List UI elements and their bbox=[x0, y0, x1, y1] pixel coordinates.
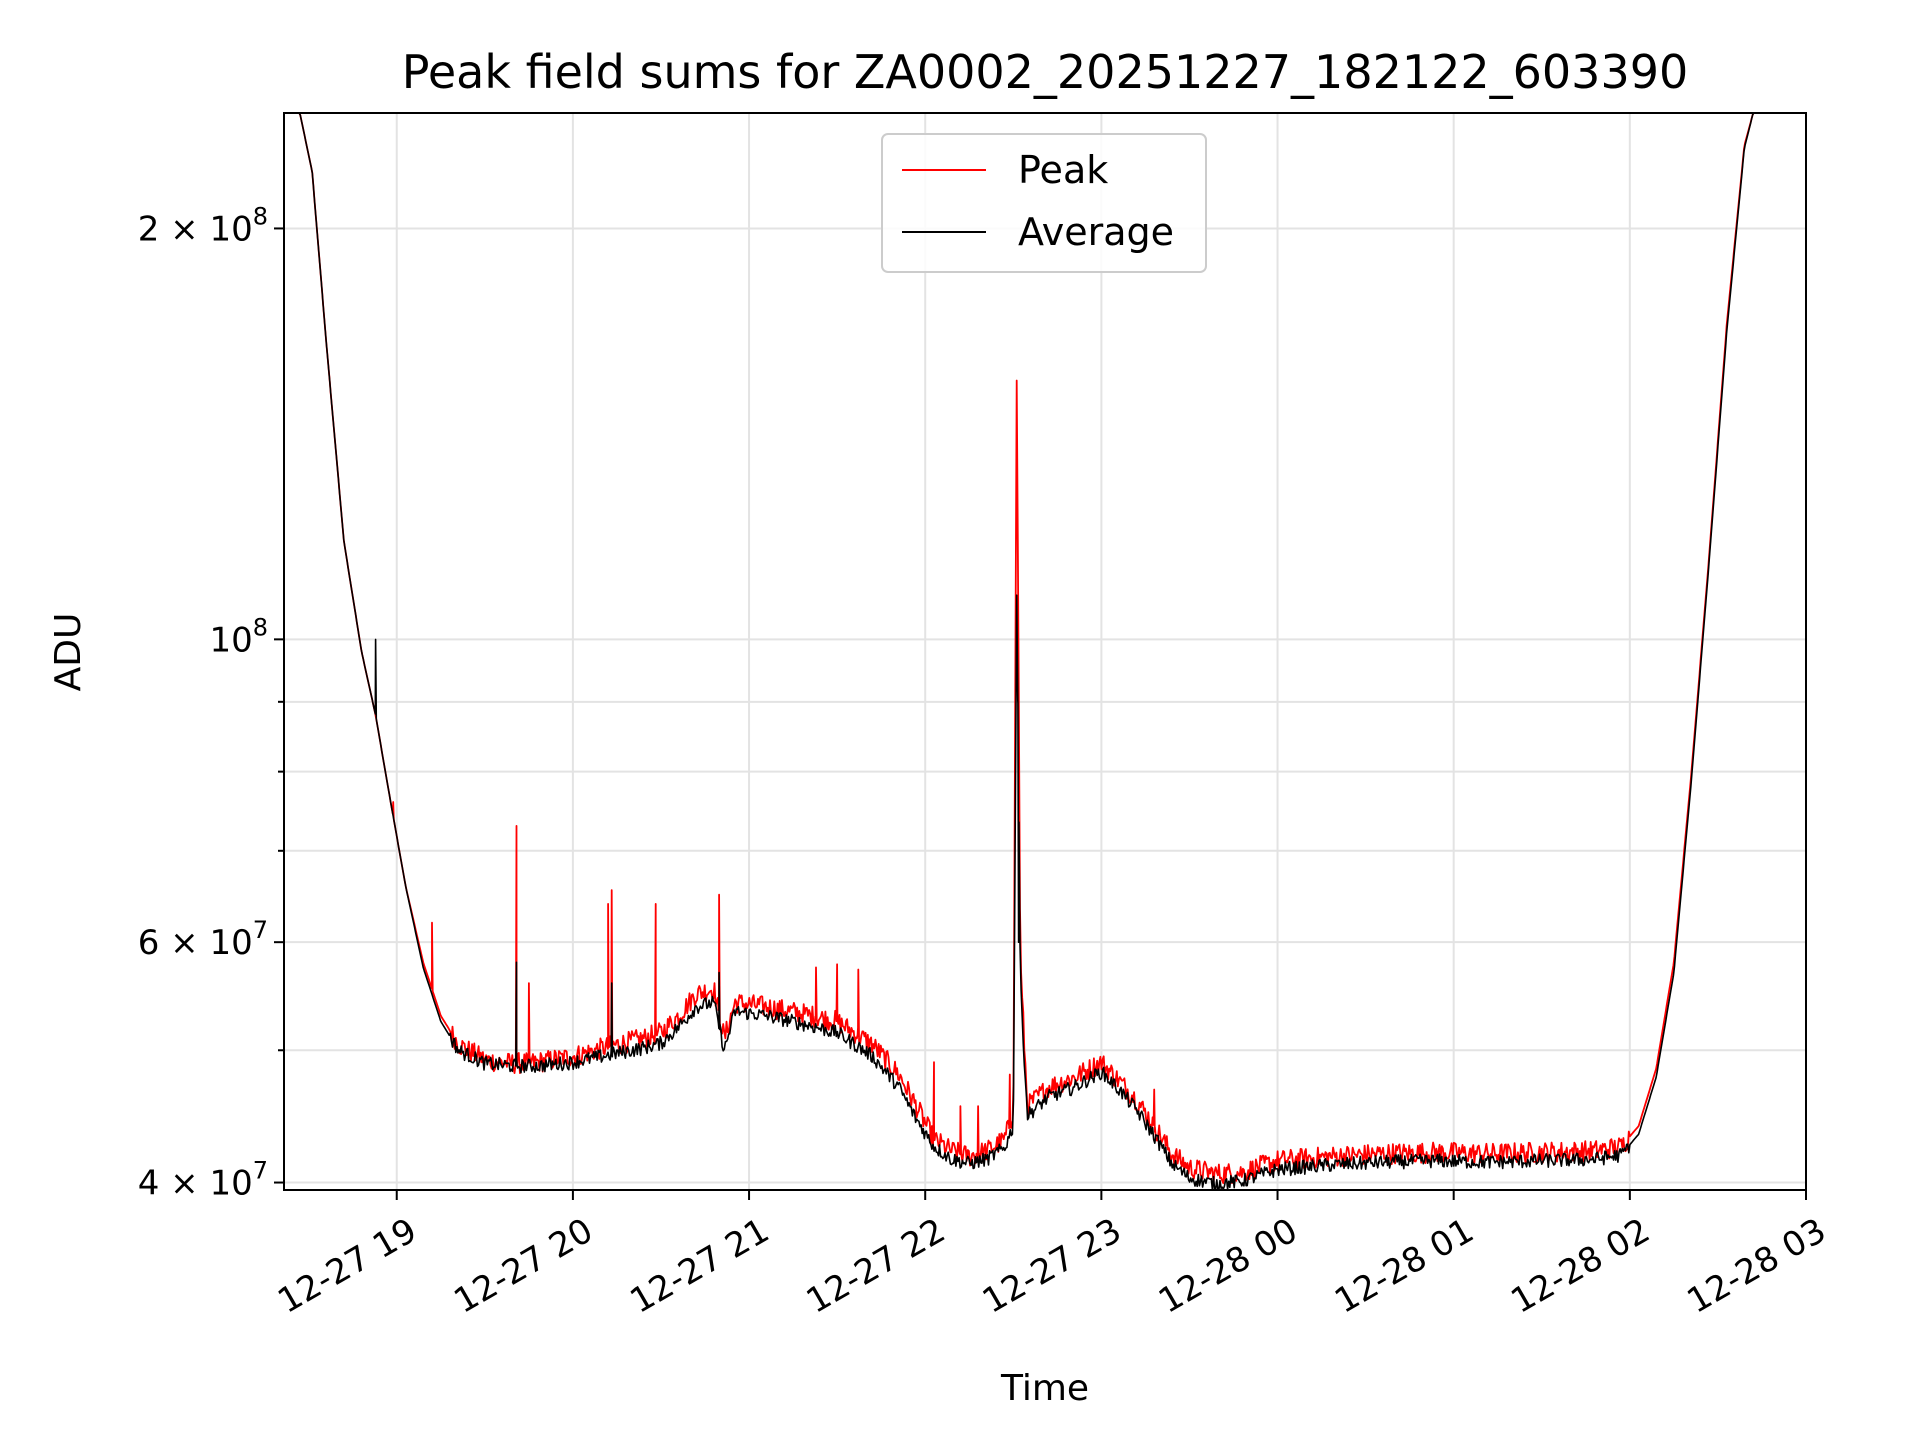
x-tick-label: 12-27 19 bbox=[271, 1211, 423, 1322]
plot-frame bbox=[283, 112, 1807, 1191]
series-layer bbox=[284, 112, 1806, 1191]
x-axis-label: Time bbox=[1000, 1368, 1089, 1409]
grid-layer bbox=[284, 113, 1807, 1190]
series-line-peak bbox=[284, 112, 1806, 1185]
y-tick-label: 108 bbox=[209, 613, 268, 660]
x-tick-label: 12-27 23 bbox=[976, 1211, 1128, 1322]
x-tick-label: 12-27 21 bbox=[624, 1211, 776, 1322]
x-tick-label: 12-28 00 bbox=[1152, 1211, 1304, 1322]
x-tick-label: 12-27 22 bbox=[800, 1211, 952, 1322]
y-tick-label: 4 × 107 bbox=[138, 1157, 268, 1204]
series-line-average bbox=[284, 112, 1806, 1191]
legend-label-average: Average bbox=[1018, 210, 1174, 254]
legend: Peak Average bbox=[881, 133, 1207, 273]
chart-title: Peak field sums for ZA0002_20251227_1821… bbox=[402, 45, 1689, 99]
legend-label-peak: Peak bbox=[1018, 148, 1108, 192]
y-tick-label: 6 × 107 bbox=[138, 916, 268, 963]
y-tick-label: 2 × 108 bbox=[138, 202, 268, 249]
x-tick-label: 12-27 20 bbox=[447, 1211, 599, 1322]
series-average bbox=[284, 112, 1806, 1191]
legend-box bbox=[881, 133, 1207, 273]
y-axis-label: ADU bbox=[48, 613, 89, 692]
x-tick-label: 12-28 03 bbox=[1681, 1211, 1833, 1322]
x-tick-label: 12-28 01 bbox=[1328, 1211, 1480, 1322]
series-peak bbox=[284, 112, 1806, 1185]
x-tick-label: 12-28 02 bbox=[1504, 1211, 1656, 1322]
